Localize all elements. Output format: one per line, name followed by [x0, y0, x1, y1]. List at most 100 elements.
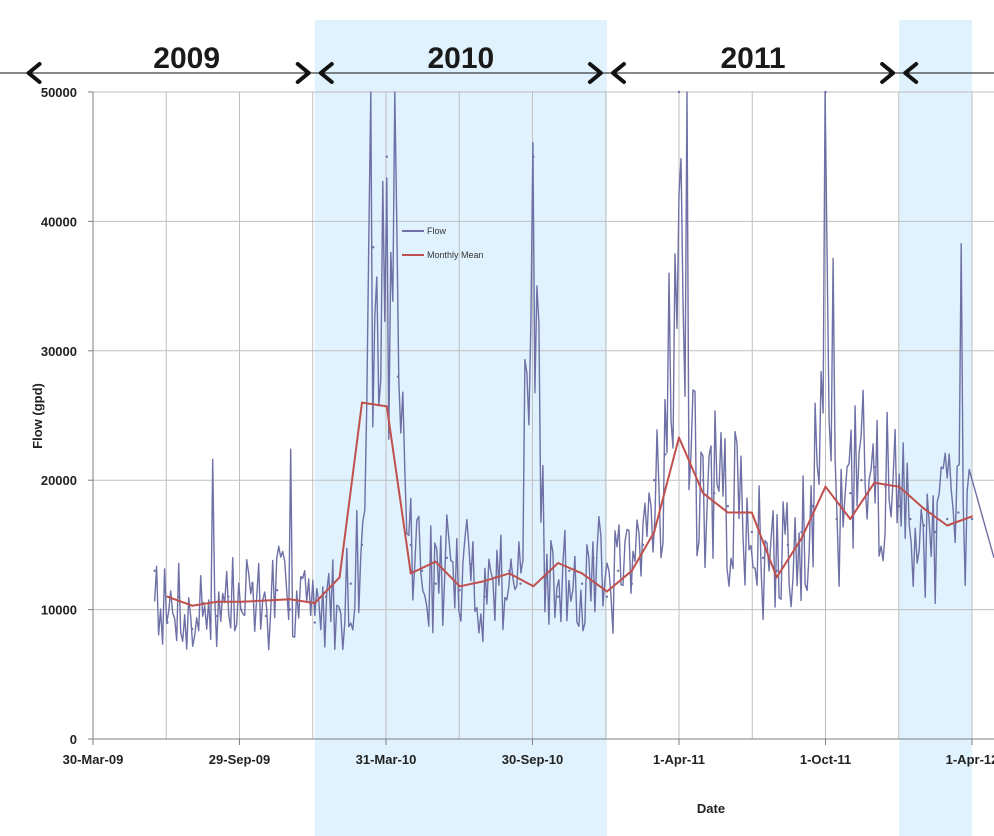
x-tick-label: 30-Mar-09 [63, 752, 124, 767]
flow-point [726, 504, 730, 508]
x-tick-labels: 30-Mar-09 29-Sep-09 31-Mar-10 30-Sep-10 1-Ap… [63, 752, 994, 767]
flow-point [580, 582, 584, 585]
year-label: 2010 [427, 42, 494, 75]
flow-point [664, 453, 667, 456]
flow-point [835, 517, 838, 521]
flow-point [592, 556, 595, 560]
year-arrow-left [318, 62, 334, 84]
monthly-mean-point [653, 530, 656, 533]
flow-point [786, 543, 790, 547]
flow-point [945, 517, 949, 521]
flow-point [239, 608, 243, 611]
flow-point [849, 491, 852, 495]
monthly-mean-point [750, 511, 753, 514]
flow-point [641, 543, 645, 547]
flow-point [568, 569, 571, 572]
year-markers: 2009 2010 2011 [0, 42, 994, 84]
flow-point [166, 621, 169, 624]
y-tick-label: 20000 [41, 473, 77, 488]
monthly-mean-point [458, 585, 461, 588]
monthly-mean-point [313, 602, 316, 605]
y-tick-labels: 0 10000 20000 30000 40000 50000 [41, 85, 77, 747]
flow-point [811, 504, 814, 508]
monthly-mean-point [532, 585, 535, 588]
monthly-mean-point [702, 492, 705, 495]
year-band-3 [899, 20, 972, 836]
monthly-mean-point [678, 436, 680, 439]
flow-point [458, 588, 461, 592]
flow-point [605, 595, 609, 598]
flow-point [338, 608, 341, 611]
flow-point [288, 608, 292, 611]
flow-point [970, 517, 974, 521]
x-tick-label: 1-Oct-11 [800, 752, 851, 767]
flow-point [313, 621, 316, 624]
monthly-mean-point [898, 485, 901, 488]
x-tick-label: 1-Apr-11 [653, 752, 705, 767]
y-tick-label: 30000 [41, 344, 77, 359]
flow-point [385, 155, 389, 158]
y-tick-label: 40000 [41, 214, 77, 229]
monthly-mean-point [824, 485, 827, 488]
monthly-mean-point [360, 401, 363, 404]
flow-point [616, 569, 620, 572]
monthly-mean-point [409, 572, 412, 575]
monthly-mean-point [483, 580, 486, 583]
monthly-mean-point [630, 569, 633, 572]
monthly-mean-point [508, 572, 511, 575]
flow-point [909, 517, 912, 521]
flow-point [299, 576, 303, 579]
x-tick-label: 30-Sep-10 [502, 752, 563, 767]
monthly-mean-point [971, 515, 973, 518]
flow-point [775, 569, 778, 572]
monthly-mean-point [800, 537, 803, 540]
monthly-mean-point [264, 599, 267, 602]
monthly-mean-point [557, 562, 560, 565]
flow-point [396, 375, 400, 378]
year-label: 2011 [721, 42, 786, 75]
monthly-mean-point [849, 518, 852, 521]
monthly-mean-series [166, 401, 973, 607]
flow-point [324, 595, 328, 598]
monthly-mean-point [726, 511, 729, 514]
y-axis-title: Flow (gpd) [30, 383, 45, 449]
monthly-mean-point [338, 576, 341, 579]
flow-point [508, 569, 511, 572]
monthly-mean-point [605, 590, 608, 593]
flow-point [652, 479, 656, 482]
flow-point [701, 479, 705, 482]
monthly-mean-point [240, 600, 243, 603]
y-tick-label: 10000 [41, 603, 77, 618]
year-arrow-left [903, 62, 919, 84]
year-arrow-left [26, 62, 42, 84]
monthly-mean-point [873, 481, 876, 484]
monthly-mean-point [166, 595, 169, 598]
flow-point [264, 614, 268, 618]
year-arrow-right [880, 62, 896, 84]
flow-point [227, 595, 230, 598]
y-tick-label: 50000 [41, 85, 77, 100]
year-arrow-right [295, 62, 311, 84]
monthly-mean-point [288, 598, 291, 601]
flow-point [251, 582, 254, 585]
year-band-1 [314, 20, 607, 836]
monthly-mean-line [167, 401, 973, 607]
flow-point [873, 466, 876, 469]
legend-mean-label: Monthly Mean [427, 250, 484, 260]
flow-point [761, 556, 765, 560]
flow-point [177, 595, 180, 598]
flow-point [434, 582, 437, 585]
legend: Flow Monthly Mean [402, 226, 484, 260]
flow-point [860, 479, 863, 482]
flow-point [275, 588, 279, 592]
monthly-mean-point [946, 524, 949, 527]
flow-point [713, 491, 716, 495]
flow-point [483, 595, 486, 598]
monthly-mean-point [191, 604, 194, 607]
monthly-mean-point [216, 600, 219, 603]
flow-point [957, 511, 960, 514]
flow-point [800, 530, 803, 534]
monthly-mean-point [581, 572, 584, 575]
monthly-mean-point [385, 405, 388, 408]
